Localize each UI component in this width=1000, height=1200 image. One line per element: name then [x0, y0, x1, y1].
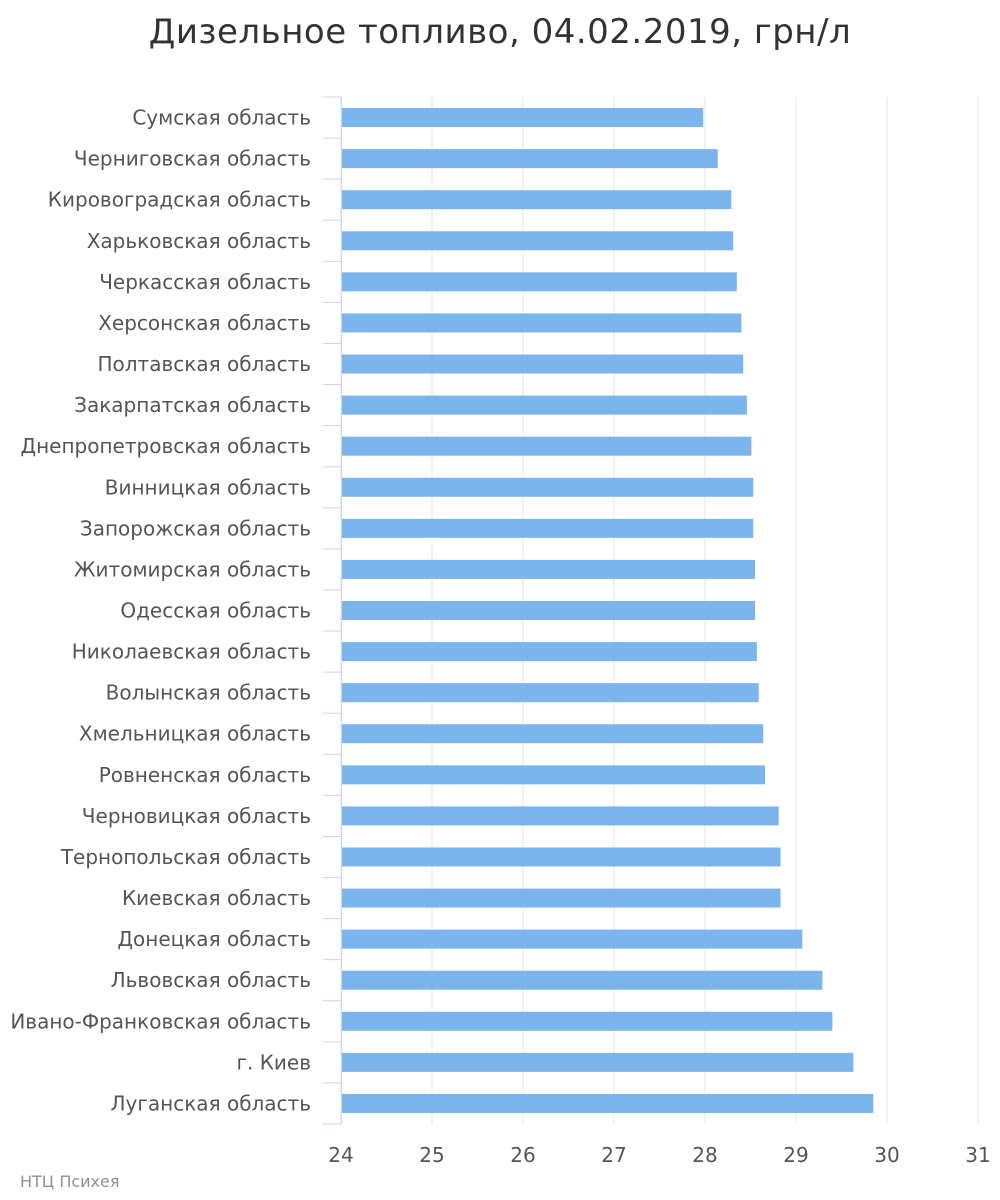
bar[interactable] — [342, 601, 756, 620]
x-tick-label: 30 — [874, 1143, 899, 1167]
bar[interactable] — [342, 724, 764, 744]
bar[interactable] — [342, 929, 803, 949]
category-label: Полтавская область — [97, 352, 311, 376]
credits-label: НТЦ Психея — [20, 1172, 120, 1191]
category-label: Черновицкая область — [82, 804, 311, 828]
bar[interactable] — [342, 272, 737, 292]
category-label: Житомирская область — [74, 557, 311, 581]
category-label: Тернопольская область — [60, 845, 311, 869]
bar[interactable] — [342, 149, 718, 169]
category-label: Ровненская область — [99, 763, 311, 787]
bar[interactable] — [342, 970, 823, 990]
bar[interactable] — [342, 765, 766, 785]
bar[interactable] — [342, 847, 781, 867]
x-tick-label: 29 — [783, 1143, 808, 1167]
category-label: Николаевская область — [72, 640, 311, 664]
bar[interactable] — [342, 354, 744, 374]
bar[interactable] — [342, 1093, 874, 1113]
bar[interactable] — [342, 313, 742, 333]
category-label: Запорожская область — [80, 516, 311, 540]
category-label: Закарпатская область — [74, 393, 311, 417]
category-label: Киевская область — [122, 886, 311, 910]
category-label: Черниговская область — [74, 147, 311, 171]
category-label: Хмельницкая область — [79, 722, 311, 746]
bar-layer — [342, 108, 874, 1113]
bar[interactable] — [342, 806, 779, 826]
category-label: Днепропетровская область — [20, 434, 311, 458]
category-label: Волынская область — [106, 681, 311, 705]
bar[interactable] — [342, 518, 754, 538]
bar[interactable] — [342, 477, 754, 497]
axis-layer — [323, 96, 342, 1125]
x-tick-label: 24 — [328, 1143, 353, 1167]
x-tick-label: 26 — [510, 1143, 535, 1167]
x-tick-label: 27 — [601, 1143, 626, 1167]
bar[interactable] — [342, 1011, 833, 1031]
bar[interactable] — [342, 683, 759, 703]
bar[interactable] — [342, 436, 752, 456]
bar[interactable] — [342, 395, 747, 415]
bar[interactable] — [342, 231, 734, 251]
category-label: Кировоградская область — [48, 188, 311, 212]
category-label: Донецкая область — [117, 927, 311, 951]
bar[interactable] — [342, 888, 781, 908]
x-tick-label: 31 — [965, 1143, 990, 1167]
x-tick-label: 25 — [419, 1143, 444, 1167]
category-label: г. Киев — [236, 1050, 311, 1074]
bar[interactable] — [342, 108, 704, 128]
bar[interactable] — [342, 642, 757, 662]
category-label: Винницкая область — [105, 475, 311, 499]
bar[interactable] — [342, 559, 756, 579]
x-tick-label: 28 — [692, 1143, 717, 1167]
category-label: Херсонская область — [98, 311, 311, 335]
category-label: Сумская область — [132, 106, 311, 130]
category-label: Луганская область — [111, 1091, 311, 1115]
category-label: Черкасская область — [99, 270, 311, 294]
label-layer: 24 25 26 27 28 29 30 31 Сумская область Черниговс… — [10, 106, 990, 1167]
category-label: Одесская область — [120, 599, 311, 623]
bar[interactable] — [342, 1052, 854, 1072]
category-label: Львовская область — [111, 968, 311, 992]
category-label: Харьковская область — [87, 229, 311, 253]
category-label: Ивано-Франковская область — [10, 1009, 311, 1033]
bar[interactable] — [342, 190, 732, 210]
chart-title: Дизельное топливо, 04.02.2019, грн/л — [148, 12, 852, 52]
